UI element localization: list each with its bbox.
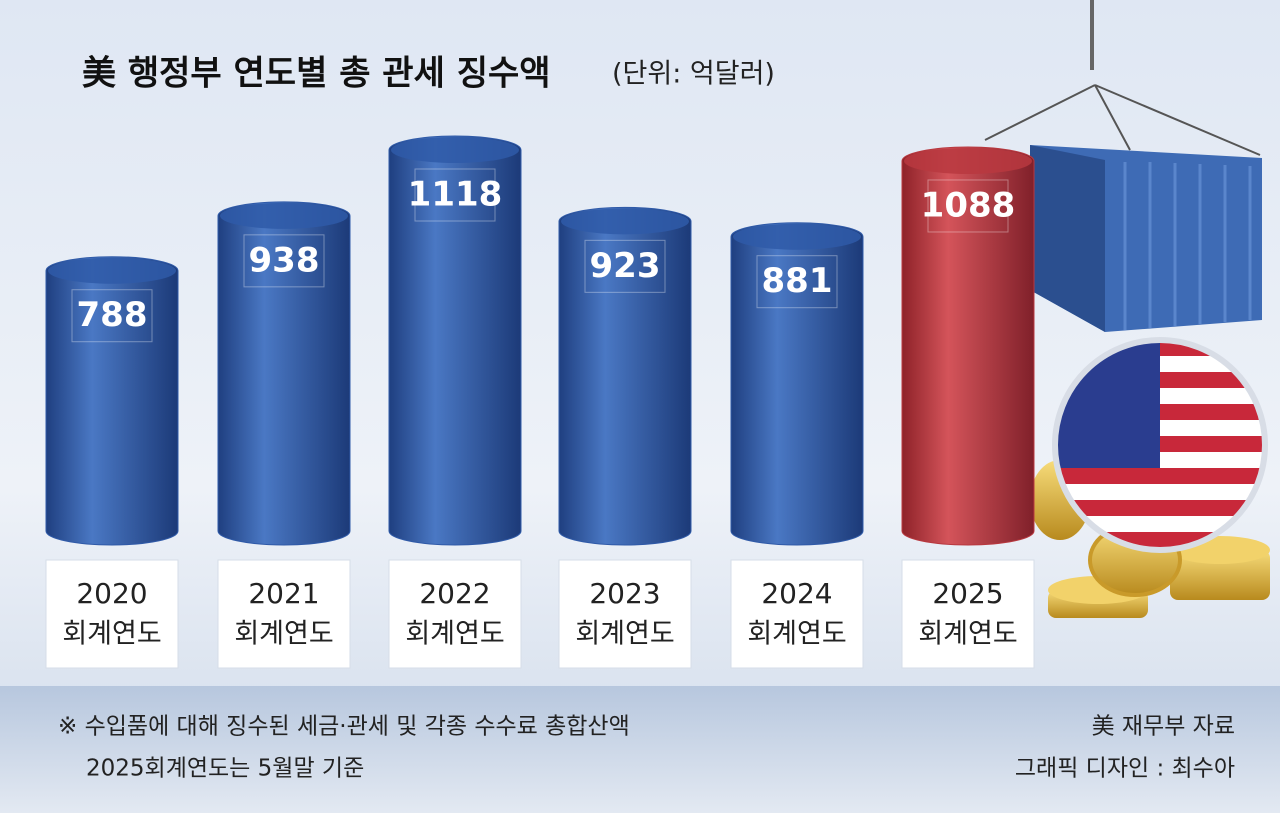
bar-cap (220, 202, 348, 229)
flag-illustration (1055, 340, 1265, 550)
x-tick-suffix: 회계연도 (62, 619, 161, 650)
credit: 그래픽 디자인 : 최수아 (1015, 756, 1235, 782)
chart-title: 美 행정부 연도별 총 관세 징수액 (82, 54, 551, 94)
x-tick-label: 2021 (248, 577, 319, 610)
note: 2025회계연도는 5월말 기준 (86, 756, 364, 782)
bar (558, 206, 692, 546)
bar (217, 201, 351, 546)
x-tick-label: 2023 (589, 577, 660, 610)
value-frame (71, 289, 153, 343)
bar (45, 256, 179, 546)
x-tick-suffix: 회계연도 (918, 619, 1017, 650)
bar (730, 222, 864, 546)
footer-band (0, 686, 1280, 813)
value-frame (243, 234, 325, 288)
x-tick-suffix: 회계연도 (575, 619, 674, 650)
category-box (217, 559, 351, 669)
value-frame (927, 179, 1009, 233)
x-tick-suffix: 회계연도 (234, 619, 333, 650)
value-label: 1118 (408, 174, 503, 214)
flag-rim (1052, 337, 1268, 553)
x-tick-suffix: 회계연도 (747, 619, 846, 650)
note: ※ 수입품에 대해 징수된 세금·관세 및 각종 수수료 총합산액 (58, 714, 630, 740)
bar-cap (733, 223, 861, 250)
container-illustration (984, 0, 1262, 332)
value-frame (414, 168, 496, 222)
bar (388, 135, 522, 546)
x-tick-suffix: 회계연도 (405, 619, 504, 650)
category-box (901, 559, 1035, 669)
value-label: 881 (762, 261, 833, 301)
category-box (730, 559, 864, 669)
value-frame (756, 255, 838, 309)
bar-cap (561, 208, 689, 235)
value-label: 938 (249, 240, 320, 280)
x-tick-label: 2022 (419, 577, 490, 610)
value-label: 923 (590, 246, 661, 286)
category-box (558, 559, 692, 669)
bar (901, 146, 1035, 546)
value-frame (584, 239, 666, 293)
bar-cap (48, 257, 176, 284)
x-tick-label: 2024 (761, 577, 832, 610)
value-label: 1088 (921, 185, 1016, 225)
source: 美 재무부 자료 (1092, 714, 1235, 740)
bar-cap (391, 136, 519, 163)
x-tick-label: 2025 (932, 577, 1003, 610)
value-label: 788 (77, 295, 148, 335)
chart-subtitle: (단위: 억달러) (612, 59, 775, 90)
x-tick-label: 2020 (76, 577, 147, 610)
category-box (45, 559, 179, 669)
category-box (388, 559, 522, 669)
bar-cap (904, 147, 1032, 174)
